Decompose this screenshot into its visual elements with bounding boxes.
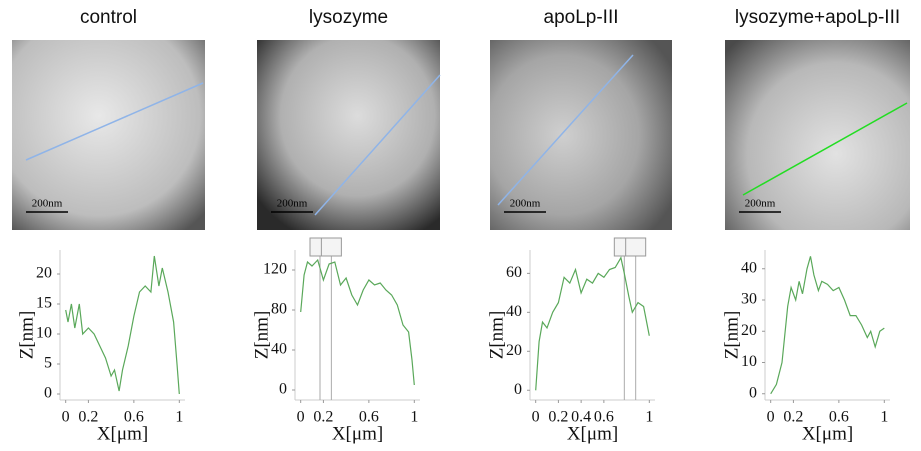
y-tick-label: 10 <box>741 353 757 370</box>
y-tick-label: 0 <box>514 381 522 398</box>
profile-curve <box>770 256 885 395</box>
panel-title: lysozyme+apoLp-III <box>735 7 900 28</box>
x-tick-label: 0.6 <box>124 409 144 426</box>
profile-line <box>25 82 204 161</box>
panel-title: lysozyme <box>309 7 388 28</box>
x-tick-label: 0 <box>297 409 305 426</box>
y-tick-label: 20 <box>36 265 52 282</box>
x-tick-label: 1 <box>175 409 183 426</box>
y-tick-label: 0 <box>279 381 287 398</box>
scale-bar-label: 200nm <box>510 198 541 210</box>
y-tick-label: 30 <box>741 291 757 308</box>
scale-bar-label: 200nm <box>277 198 308 210</box>
panel-title: control <box>80 7 137 28</box>
y-tick-label: 5 <box>44 355 52 372</box>
profile-curve <box>65 255 180 395</box>
y-tick-label: 20 <box>506 342 522 359</box>
y-tick-label: 0 <box>44 385 52 402</box>
x-axis-label: X[μm] <box>567 423 618 444</box>
x-tick-label: 0.6 <box>594 409 614 426</box>
profile-line <box>742 102 908 196</box>
y-tick-label: 40 <box>506 303 522 320</box>
y-tick-label: 40 <box>271 341 287 358</box>
x-tick-label: 0.2 <box>78 409 98 426</box>
y-tick-label: 15 <box>36 295 52 312</box>
x-tick-label: 0.6 <box>359 409 379 426</box>
x-tick-label: 1 <box>645 409 653 426</box>
y-axis-label: Z[nm] <box>16 311 37 360</box>
x-tick-label: 0 <box>62 409 70 426</box>
y-axis-label: Z[nm] <box>486 311 507 360</box>
y-tick-label: 120 <box>263 261 287 278</box>
profile-curve <box>300 258 415 386</box>
panel-title: apoLp-III <box>544 7 619 28</box>
y-axis-label: Z[nm] <box>721 311 742 360</box>
x-tick-label: 0.2 <box>313 409 333 426</box>
y-tick-label: 60 <box>506 264 522 281</box>
afm-image <box>257 40 440 230</box>
scale-bar-label: 200nm <box>745 198 776 210</box>
profile-curve <box>535 256 650 391</box>
scale-bar-label: 200nm <box>32 198 63 210</box>
x-tick-label: 0.4 <box>571 409 591 426</box>
afm-image <box>12 40 205 230</box>
x-axis-label: X[μm] <box>332 423 383 444</box>
x-axis-label: X[μm] <box>97 423 148 444</box>
afm-image <box>725 40 910 230</box>
profile-line <box>314 74 441 216</box>
y-axis-label: Z[nm] <box>251 311 272 360</box>
x-tick-label: 1 <box>880 409 888 426</box>
x-tick-label: 0.6 <box>829 409 849 426</box>
x-tick-label: 0.2 <box>783 409 803 426</box>
y-tick-label: 10 <box>36 325 52 342</box>
x-tick-label: 0 <box>767 409 775 426</box>
y-tick-label: 20 <box>741 322 757 339</box>
afm-image <box>490 40 672 230</box>
x-axis-label: X[μm] <box>802 423 853 444</box>
profile-line <box>497 54 634 206</box>
cursor-box <box>320 237 342 257</box>
y-tick-label: 40 <box>741 259 757 276</box>
x-tick-label: 1 <box>410 409 418 426</box>
y-tick-label: 0 <box>749 384 757 401</box>
y-tick-label: 80 <box>271 301 287 318</box>
cursor-box <box>625 237 647 257</box>
x-tick-label: 0 <box>532 409 540 426</box>
x-tick-label: 0.2 <box>548 409 568 426</box>
